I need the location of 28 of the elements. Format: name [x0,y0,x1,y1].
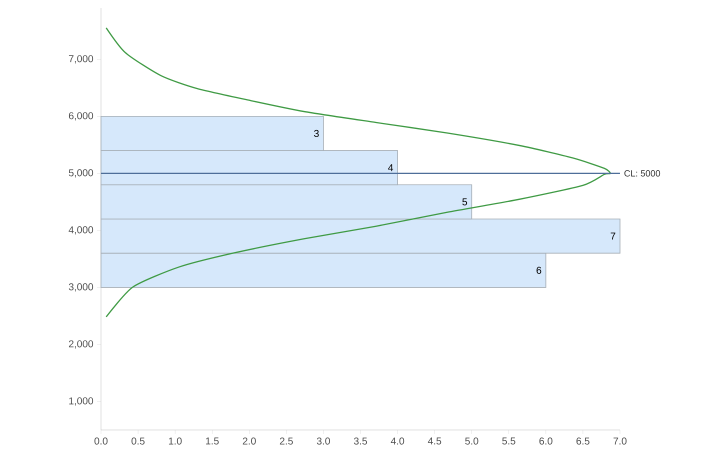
x-tick-label: 5.0 [465,438,478,445]
ref-line-label: CL: 5000 [624,170,660,177]
x-tick-label: 2.0 [242,438,256,445]
data-label: 3 [314,130,319,137]
x-tick-label: 2.5 [280,438,293,445]
y-tick-label: 5,000 [68,169,94,178]
x-tick-label: 6.5 [576,438,590,445]
x-tick-label: 4.0 [390,438,404,445]
y-tick-label: 2,000 [68,340,94,349]
data-label: 5 [462,198,468,206]
x-tick-label: 6.0 [539,438,552,445]
x-tick-label: 3.0 [316,438,330,445]
x-tick-label: 1.5 [206,438,219,444]
x-tick-label: 7.0 [614,438,627,445]
data-label: 4 [388,164,394,172]
y-tick-label: 1,000 [69,397,94,406]
y-tick-label: 6,000 [68,112,94,120]
y-tick-label: 3,000 [68,283,94,292]
data-label: 7 [610,232,616,240]
x-tick-label: 3.5 [354,438,368,445]
y-tick-label: 7,000 [68,55,94,64]
x-tick-label: 0.0 [94,438,108,445]
x-tick-label: 0.5 [132,438,145,445]
x-tick-label: 4.5 [428,438,442,444]
data-label: 6 [536,266,542,274]
x-tick-label: 5.5 [502,438,516,444]
y-tick-label: 4,000 [68,226,94,235]
x-tick-label: 1.0 [168,438,182,445]
